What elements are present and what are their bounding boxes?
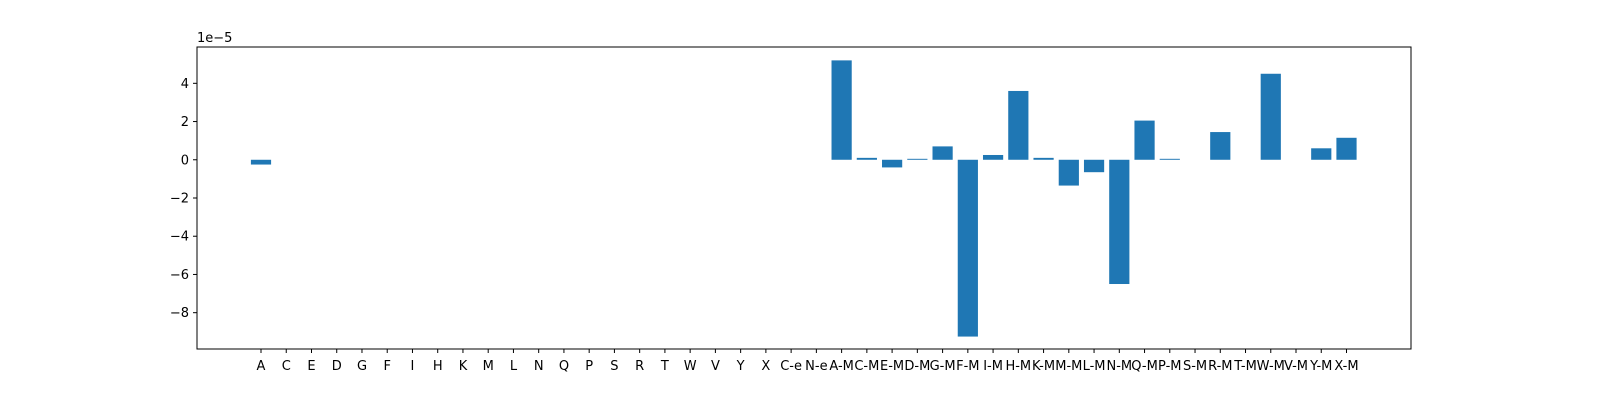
bar-M-M xyxy=(1058,159,1079,186)
x-tick-label-T: T xyxy=(660,359,669,374)
bar-C-M xyxy=(856,157,877,160)
x-tick-label-Q-M: Q-M xyxy=(1131,359,1158,374)
x-tick-label-C-e: C-e xyxy=(780,359,802,374)
x-tick-label-D: D xyxy=(332,359,342,374)
x-tick-label-D-M: D-M xyxy=(904,359,930,374)
x-tick-label-L: L xyxy=(510,359,518,374)
x-tick-label-G-M: G-M xyxy=(930,359,956,374)
x-tick-label-W: W xyxy=(684,359,697,374)
x-tick-label-R: R xyxy=(635,359,644,374)
bar-X-M xyxy=(1336,137,1357,160)
x-tick-label-I-M: I-M xyxy=(983,359,1003,374)
y-tick-label: −4 xyxy=(170,230,189,245)
bar-G-M xyxy=(932,146,953,160)
bar-A-M xyxy=(831,60,852,160)
x-tick-label-K: K xyxy=(459,359,468,374)
x-tick-label-X: X xyxy=(761,359,770,374)
y-axis-offset-label: 1e−5 xyxy=(197,31,232,46)
bar-N-M xyxy=(1109,159,1130,285)
x-tick-label-L-M: L-M xyxy=(1083,359,1106,374)
y-tick-label: 2 xyxy=(181,115,189,130)
bar-F-M xyxy=(957,159,978,337)
x-tick-label-C: C xyxy=(282,359,291,374)
bar-E-M xyxy=(882,159,903,168)
bar-D-M xyxy=(907,158,928,160)
x-tick-label-H-M: H-M xyxy=(1005,359,1031,374)
x-tick-label-M-M: M-M xyxy=(1055,359,1082,374)
x-tick-label-N: N xyxy=(534,359,544,374)
y-tick-label: 4 xyxy=(181,77,189,92)
x-tick-label-Y: Y xyxy=(736,359,745,374)
y-axis: 4 2 0 −2 −4 −6 −8 xyxy=(170,77,197,321)
bar-Y-M xyxy=(1311,148,1332,160)
x-tick-label-K-M: K-M xyxy=(1032,359,1055,374)
bar-H-M xyxy=(1008,90,1029,160)
x-tick-label-V: V xyxy=(711,359,720,374)
x-tick-label-P: P xyxy=(585,359,593,374)
x-tick-label-F: F xyxy=(383,359,390,374)
x-tick-label-A-M: A-M xyxy=(829,359,854,374)
x-tick-label-W-M: W-M xyxy=(1257,359,1285,374)
x-tick-label-Q: Q xyxy=(559,359,569,374)
x-tick-label-P-M: P-M xyxy=(1158,359,1181,374)
x-tick-label-N-e: N-e xyxy=(805,359,827,374)
bar-L-M xyxy=(1083,159,1105,173)
x-tick-label-S: S xyxy=(610,359,618,374)
y-tick-label: −6 xyxy=(170,268,189,283)
x-tick-label-S-M: S-M xyxy=(1183,359,1207,374)
plot-frame xyxy=(196,46,1412,350)
y-tick-label: −2 xyxy=(170,192,189,207)
x-tick-label-A: A xyxy=(257,359,266,374)
bars-layer xyxy=(250,60,1357,337)
x-tick-label-T-M: T-M xyxy=(1233,359,1257,374)
x-tick-label-Y-M: Y-M xyxy=(1309,359,1332,374)
x-tick-label-E-M: E-M xyxy=(880,359,904,374)
x-tick-label-X-M: X-M xyxy=(1334,359,1358,374)
x-tick-label-F-M: F-M xyxy=(956,359,979,374)
x-tick-label-H: H xyxy=(433,359,443,374)
bar-A xyxy=(250,159,272,165)
x-tick-label-C-M: C-M xyxy=(854,359,879,374)
x-axis: A C E D G F I H K M L N Q P S R T W V Y X C-e N-e A-M C-M E-M D-M G… xyxy=(257,349,1359,374)
x-tick-label-E: E xyxy=(307,359,315,374)
x-tick-label-I: I xyxy=(411,359,415,374)
bar-Q-M xyxy=(1134,120,1155,160)
x-tick-label-G: G xyxy=(357,359,367,374)
y-tick-label: −8 xyxy=(170,306,189,321)
bar-K-M xyxy=(1033,157,1054,160)
bar-R-M xyxy=(1210,132,1231,160)
x-tick-label-M: M xyxy=(483,359,494,374)
bar-P-M xyxy=(1159,158,1180,160)
x-tick-label-V-M: V-M xyxy=(1284,359,1308,374)
bar-I-M xyxy=(982,154,1004,160)
y-tick-label: 0 xyxy=(181,153,189,168)
bar-W-M xyxy=(1260,73,1281,160)
x-tick-label-R-M: R-M xyxy=(1208,359,1232,374)
x-tick-label-N-M: N-M xyxy=(1106,359,1132,374)
